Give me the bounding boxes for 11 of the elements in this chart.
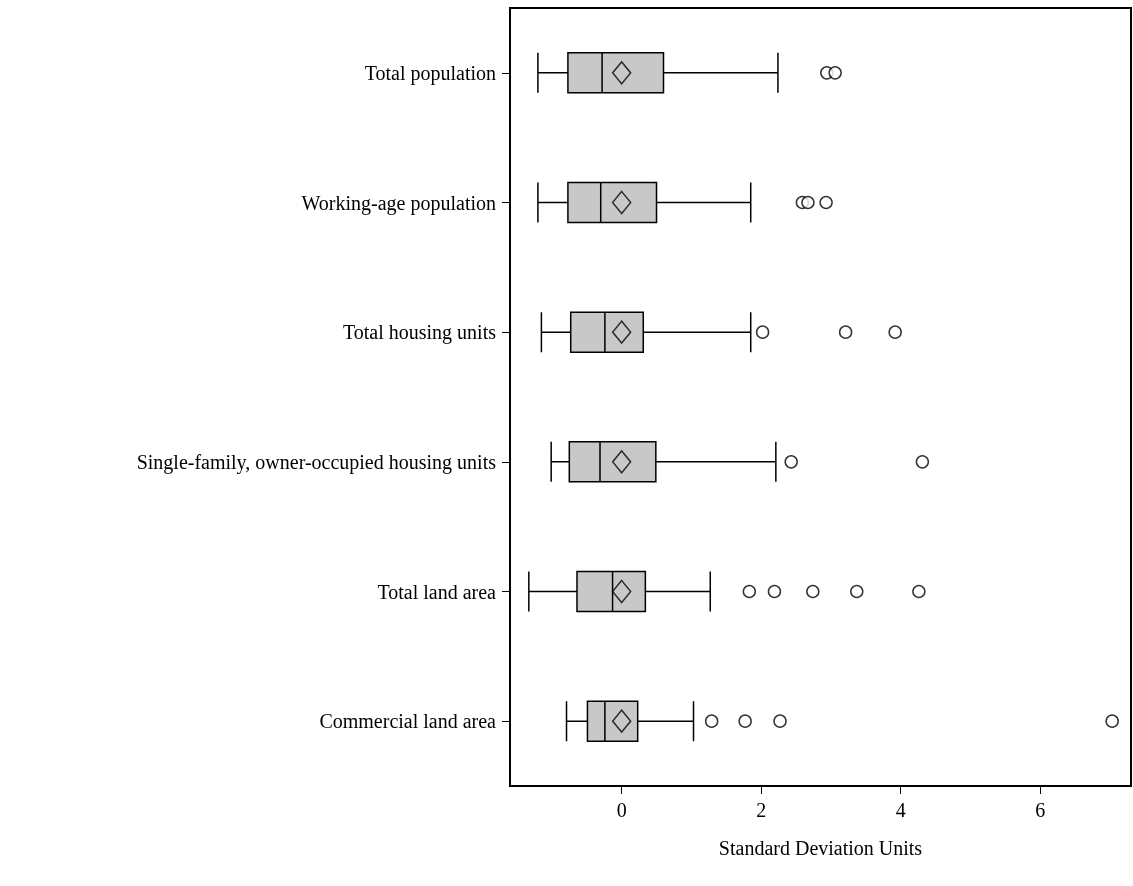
y-tick-label: Total population xyxy=(364,61,496,85)
x-axis-title: Standard Deviation Units xyxy=(718,837,923,859)
x-tick-label: 2 xyxy=(756,799,767,821)
y-tick-label: Total land area xyxy=(377,580,497,603)
y-tick-label: Commercial land area xyxy=(319,710,497,733)
y-tick-label: Working-age population xyxy=(301,191,496,215)
x-tick-label: 0 xyxy=(616,799,627,821)
y-tick-label: Single-family, owner-occupied housing units xyxy=(136,450,497,474)
x-tick-label: 6 xyxy=(1035,799,1046,821)
x-tick-label: 4 xyxy=(895,799,906,821)
y-tick-label: Total housing units xyxy=(342,321,497,345)
